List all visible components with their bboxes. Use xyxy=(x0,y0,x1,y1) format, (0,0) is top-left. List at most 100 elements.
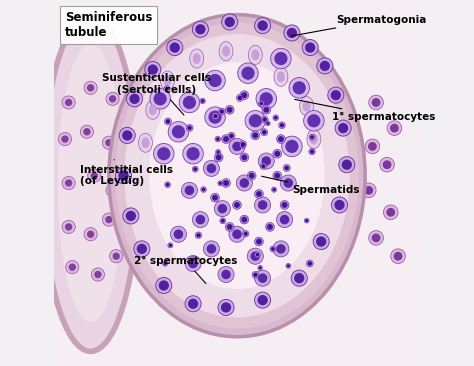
Circle shape xyxy=(251,251,260,261)
Circle shape xyxy=(365,139,380,154)
Circle shape xyxy=(309,134,315,140)
Circle shape xyxy=(150,89,170,109)
Circle shape xyxy=(88,169,101,182)
Circle shape xyxy=(220,218,226,224)
Circle shape xyxy=(145,61,161,78)
Circle shape xyxy=(276,135,285,143)
Circle shape xyxy=(383,205,398,220)
Ellipse shape xyxy=(58,44,124,322)
Circle shape xyxy=(255,292,271,308)
Circle shape xyxy=(386,208,395,217)
Circle shape xyxy=(304,111,324,131)
Circle shape xyxy=(308,261,312,266)
Circle shape xyxy=(102,213,116,226)
Circle shape xyxy=(273,171,282,180)
Circle shape xyxy=(185,296,201,312)
Circle shape xyxy=(313,234,329,250)
Circle shape xyxy=(207,244,216,254)
Circle shape xyxy=(202,188,205,191)
Circle shape xyxy=(241,144,245,147)
Circle shape xyxy=(331,197,347,213)
Circle shape xyxy=(214,153,223,162)
Circle shape xyxy=(317,58,333,74)
Ellipse shape xyxy=(190,49,204,68)
Circle shape xyxy=(112,253,120,260)
Ellipse shape xyxy=(164,75,172,86)
Circle shape xyxy=(182,182,198,198)
Circle shape xyxy=(282,136,302,157)
Circle shape xyxy=(137,244,147,254)
Circle shape xyxy=(225,105,234,114)
Ellipse shape xyxy=(310,134,318,145)
Circle shape xyxy=(217,150,220,154)
Circle shape xyxy=(200,98,205,104)
Circle shape xyxy=(232,142,242,151)
Circle shape xyxy=(168,122,189,142)
Circle shape xyxy=(241,217,247,223)
Circle shape xyxy=(273,188,276,191)
Circle shape xyxy=(383,160,392,169)
Circle shape xyxy=(274,151,280,157)
Circle shape xyxy=(216,137,219,141)
Circle shape xyxy=(259,102,263,105)
Ellipse shape xyxy=(141,137,149,148)
Circle shape xyxy=(310,150,314,154)
Circle shape xyxy=(215,136,221,142)
Circle shape xyxy=(183,96,196,109)
Circle shape xyxy=(223,180,229,186)
Circle shape xyxy=(372,98,381,107)
Circle shape xyxy=(262,156,271,166)
Circle shape xyxy=(192,212,209,228)
Circle shape xyxy=(283,178,293,188)
Circle shape xyxy=(196,215,205,224)
Circle shape xyxy=(302,40,318,56)
Circle shape xyxy=(191,258,195,262)
Circle shape xyxy=(255,270,271,286)
Circle shape xyxy=(105,139,112,146)
Text: Spermatids: Spermatids xyxy=(262,176,359,195)
Circle shape xyxy=(210,193,219,202)
Circle shape xyxy=(287,264,290,267)
Circle shape xyxy=(102,136,116,149)
Circle shape xyxy=(262,105,271,114)
Circle shape xyxy=(126,211,136,221)
Circle shape xyxy=(167,40,183,56)
Circle shape xyxy=(240,91,249,100)
Circle shape xyxy=(251,131,260,140)
Text: Seminiferous
tubule: Seminiferous tubule xyxy=(65,11,152,39)
Circle shape xyxy=(223,136,229,142)
Circle shape xyxy=(169,244,172,247)
Circle shape xyxy=(369,231,383,245)
Circle shape xyxy=(276,244,286,254)
Circle shape xyxy=(163,261,168,266)
Circle shape xyxy=(221,302,231,313)
Circle shape xyxy=(287,28,297,38)
Circle shape xyxy=(65,179,73,187)
Circle shape xyxy=(243,231,249,237)
Ellipse shape xyxy=(43,15,138,351)
Circle shape xyxy=(291,270,307,286)
Circle shape xyxy=(273,241,289,257)
Circle shape xyxy=(280,123,284,127)
Circle shape xyxy=(362,183,376,198)
Ellipse shape xyxy=(302,101,310,112)
Circle shape xyxy=(320,61,330,71)
Circle shape xyxy=(218,299,234,315)
Circle shape xyxy=(212,195,218,201)
Circle shape xyxy=(148,64,158,75)
Circle shape xyxy=(258,200,267,210)
Circle shape xyxy=(185,255,201,272)
Circle shape xyxy=(166,183,169,186)
Circle shape xyxy=(274,116,277,120)
Circle shape xyxy=(170,42,180,53)
Circle shape xyxy=(91,172,98,179)
Circle shape xyxy=(216,149,221,155)
Circle shape xyxy=(229,226,245,242)
Circle shape xyxy=(228,132,235,139)
Circle shape xyxy=(62,176,75,190)
Circle shape xyxy=(58,132,72,146)
Circle shape xyxy=(304,218,309,223)
Circle shape xyxy=(264,107,269,113)
Circle shape xyxy=(225,223,234,231)
Circle shape xyxy=(209,111,222,124)
